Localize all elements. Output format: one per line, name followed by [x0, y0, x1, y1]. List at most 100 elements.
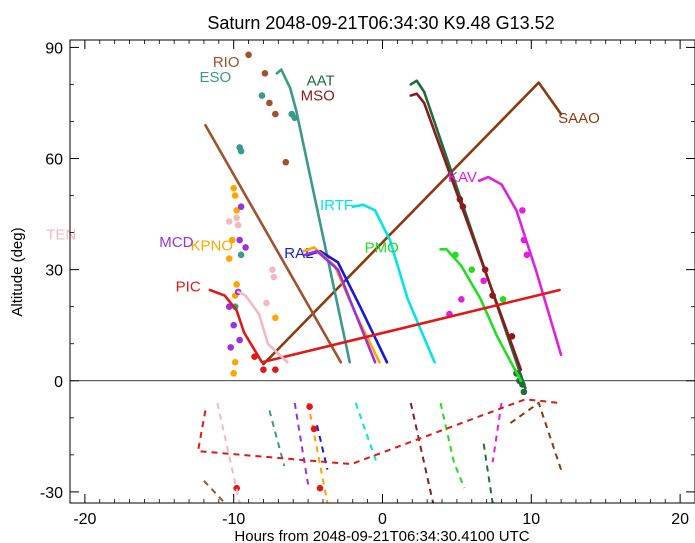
- series-line-pic: [208, 288, 561, 364]
- series-below-horizon-irtf: [354, 402, 378, 463]
- data-point-ten-2: [234, 221, 242, 229]
- series-label-mcd: MCD: [159, 234, 193, 251]
- y-tick-label-3: 60: [45, 152, 63, 169]
- series-below-horizon-ten: [216, 402, 241, 504]
- data-point-ten-3: [269, 266, 276, 273]
- series-label-eso: ESO: [199, 69, 231, 86]
- series-below-horizon-rio: [203, 480, 226, 504]
- data-point-ten-1: [233, 214, 240, 222]
- data-point-mcd-6: [236, 336, 243, 344]
- y-tick-label-1: 0: [54, 374, 63, 391]
- data-point-ten-4: [270, 273, 278, 281]
- data-point-eso-3: [291, 114, 299, 122]
- data-point-kpno-4: [225, 255, 233, 262]
- data-point-pic-6: [233, 484, 240, 492]
- axis-ticks: -20 -10 0 10 20 -30 0 30 60 90: [40, 40, 695, 528]
- x-tick-label-1: -10: [222, 511, 245, 528]
- x-tick-label-4: 20: [671, 511, 689, 528]
- series-line-saao: [262, 81, 563, 366]
- y-axis-label: Altitude (deg): [9, 227, 26, 316]
- data-point-kav-2: [520, 236, 528, 244]
- series-line-rio: [204, 123, 343, 364]
- data-point-pic-0: [251, 353, 258, 360]
- data-point-kpno-9: [230, 370, 237, 377]
- data-point-kav-4: [458, 295, 465, 303]
- series-line-mcd: [303, 249, 377, 364]
- series-below-horizon-pmo: [439, 402, 466, 489]
- data-point-eso-5: [237, 251, 245, 259]
- data-point-pmo-1: [468, 266, 476, 273]
- data-point-rio-4: [282, 158, 290, 166]
- data-point-pmo-0: [452, 251, 459, 259]
- data-point-mso-4: [508, 333, 516, 340]
- data-point-pmo-2: [499, 295, 507, 303]
- series-below-horizon-saao: [506, 401, 563, 470]
- data-point-mso-3: [489, 292, 496, 299]
- x-tick-label-3: 10: [522, 511, 540, 528]
- data-point-mso-0: [456, 195, 464, 203]
- series-label-mso: MSO: [301, 88, 335, 105]
- data-point-mcd-5: [230, 321, 237, 329]
- y-tick-label-2: 30: [45, 263, 63, 280]
- data-point-mcd-1: [236, 236, 243, 244]
- series-below-horizon-aat: [482, 443, 494, 504]
- series-label-irtf: IRTF: [320, 197, 353, 214]
- series-label-aat: AAT: [307, 73, 335, 90]
- series-line-eso: [275, 68, 352, 364]
- series-label-saao: SAAO: [558, 110, 600, 127]
- data-point-eso-4: [258, 92, 266, 99]
- chart-title: Saturn 2048-09-21T06:34:30 K9.48 G13.52: [207, 13, 554, 33]
- series-line-irtf: [351, 203, 436, 364]
- data-point-kpno-7: [272, 314, 279, 322]
- data-point-pic-3: [306, 403, 313, 410]
- data-point-mso-2: [481, 266, 489, 273]
- data-point-kpno-0: [230, 184, 237, 192]
- data-point-pic-2: [272, 366, 279, 373]
- data-point-ten-5: [263, 299, 270, 307]
- data-point-mcd-0: [237, 203, 245, 210]
- series-label-rio: RIO: [213, 54, 240, 71]
- series-saao: SAAO: [262, 81, 600, 470]
- series-label-kpno: KPNO: [191, 238, 234, 255]
- data-point-kav-0: [480, 277, 487, 285]
- series-line-pmo: [439, 247, 523, 383]
- y-tick-label-4: 90: [45, 40, 63, 57]
- data-point-kav-1: [519, 207, 526, 214]
- series-rio: RIO: [203, 51, 343, 504]
- data-point-aat-2: [519, 381, 526, 388]
- series-kpno: KPNO: [191, 184, 381, 504]
- data-point-pic-4: [310, 425, 318, 433]
- data-point-kpno-1: [231, 192, 239, 199]
- data-point-kpno-8: [231, 358, 239, 366]
- data-point-kpno-3: [228, 236, 236, 244]
- series-line-aat: [409, 79, 527, 390]
- series-irtf: IRTF: [320, 197, 436, 463]
- series-line-ten: [236, 290, 289, 364]
- data-point-kav-3: [523, 251, 531, 259]
- data-point-kpno-2: [233, 207, 240, 214]
- data-point-rio-1: [261, 70, 269, 77]
- data-point-rio-2: [266, 99, 273, 107]
- data-point-rio-3: [272, 110, 279, 118]
- series-below-horizon-pic: [196, 398, 560, 466]
- series-below-horizon-ral: [316, 424, 329, 470]
- data-point-aat-3: [520, 388, 528, 396]
- series-mso: MSO: [301, 88, 523, 504]
- y-tick-label-0: -30: [40, 485, 63, 502]
- data-point-mcd-7: [227, 344, 235, 351]
- data-point-eso-1: [237, 147, 245, 155]
- series-label-ten: TEN: [46, 226, 76, 243]
- data-point-ten-0: [225, 218, 233, 225]
- data-point-mso-1: [459, 203, 467, 210]
- series-pmo: PMO: [365, 239, 523, 489]
- series-below-horizon-kpno: [307, 402, 329, 504]
- plot-frame: [69, 39, 695, 504]
- x-axis-label: Hours from 2048-09-21T06:34:30.4100 UTC: [234, 528, 529, 543]
- series-kav: KAV: [446, 169, 563, 463]
- x-tick-label-2: 0: [378, 511, 387, 528]
- series-pic: PIC: [176, 278, 561, 492]
- series-below-horizon-kav: [491, 402, 503, 463]
- series-label-pic: PIC: [176, 278, 201, 295]
- series-below-horizon-mso: [409, 402, 435, 504]
